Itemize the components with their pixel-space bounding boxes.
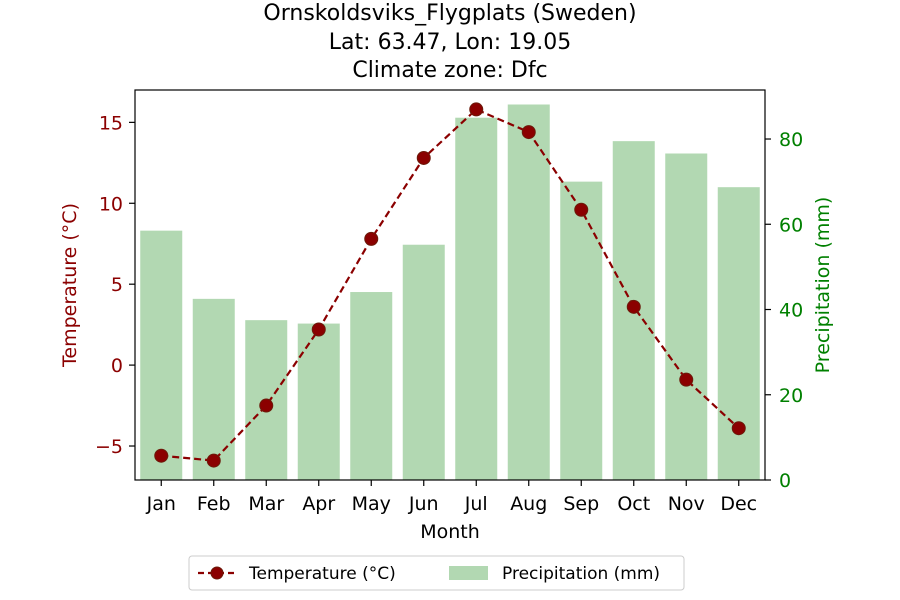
temperature-point (311, 322, 326, 337)
legend-temperature-label: Temperature (°C) (248, 564, 396, 584)
plot-frame (134, 89, 766, 481)
precipitation-bar (507, 104, 550, 480)
x-tick-label: Aug (510, 493, 547, 515)
legend-temperature-marker-swatch (210, 566, 224, 580)
y-axis-left-label: Temperature (°C) (59, 203, 81, 368)
precipitation-bar (350, 292, 393, 480)
y-right-tick-label: 20 (779, 385, 803, 407)
x-tick-label: Dec (720, 493, 757, 515)
x-tick-label: May (352, 493, 391, 515)
temperature-point (206, 453, 221, 468)
precipitation-bar (192, 298, 235, 480)
legend-precipitation-label: Precipitation (mm) (502, 564, 660, 584)
temperature-point (416, 150, 431, 165)
temperature-series-line (161, 108, 740, 462)
temperature-point (469, 102, 484, 117)
legend-precipitation-swatch (449, 566, 488, 580)
x-axis-label: Month (420, 521, 480, 543)
x-tick-label: Jan (146, 493, 176, 515)
y-axis-right-label: Precipitation (mm) (812, 197, 834, 374)
precipitation-bars (140, 104, 760, 481)
precipitation-bar (297, 323, 340, 480)
temperature-point (521, 125, 536, 140)
y-left-tick-label: 15 (99, 112, 123, 134)
legend: Temperature (°C) Precipitation (mm) (188, 555, 685, 591)
y-right-tick-label: 60 (779, 214, 803, 236)
x-tick-label: Sep (563, 493, 599, 515)
x-tick-label: Oct (617, 493, 650, 515)
precipitation-bar (455, 117, 498, 480)
precipitation-bar (717, 187, 760, 480)
y-right-tick-label: 40 (779, 300, 803, 322)
temperature-point (259, 398, 274, 413)
precipitation-bar (665, 153, 708, 481)
y-left-tick-label: 5 (111, 274, 123, 296)
temperature-point (574, 202, 589, 217)
temperature-line (154, 102, 746, 468)
y-left-tick-label: 10 (99, 193, 123, 215)
precipitation-bar (402, 244, 445, 480)
temperature-point (679, 372, 694, 387)
legend-frame (188, 555, 685, 591)
x-tick-label: Nov (668, 493, 705, 515)
x-tick-label: Mar (248, 493, 284, 515)
x-tick-label: Jul (464, 493, 488, 515)
temperature-point (364, 231, 379, 246)
chart-title-line-2: Lat: 63.47, Lon: 19.05 (329, 30, 571, 55)
temperature-point (731, 421, 746, 436)
x-tick-label: Jun (408, 493, 439, 515)
precipitation-bar (560, 181, 603, 480)
precipitation-bar (140, 230, 183, 480)
chart-title-line-1: Ornskoldsviks_Flygplats (Sweden) (263, 1, 636, 26)
chart-title-line-3: Climate zone: Dfc (352, 58, 547, 83)
y-left-tick-label: 0 (111, 355, 123, 377)
chart-axes: Jan Feb Mar Apr May Jun Jul Aug Sep Oct Nov Dec −5 0 5… (95, 89, 803, 515)
temperature-point (154, 448, 169, 463)
y-right-tick-label: 0 (779, 470, 791, 492)
y-right-tick-label: 80 (779, 129, 803, 151)
x-tick-label: Feb (197, 493, 231, 515)
y-left-tick-label: −5 (95, 436, 123, 458)
x-tick-label: Apr (302, 493, 335, 515)
temperature-point (626, 299, 641, 314)
